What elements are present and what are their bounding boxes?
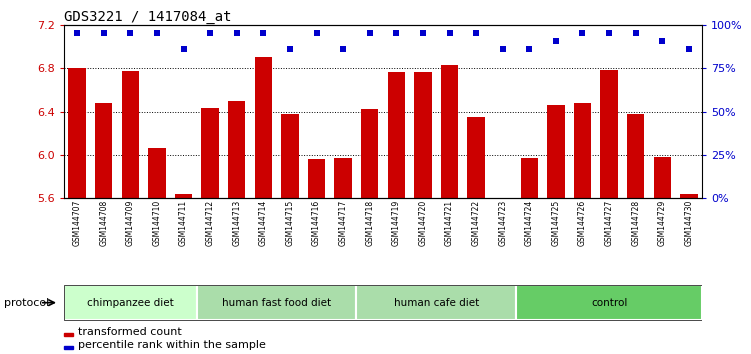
Text: human fast food diet: human fast food diet bbox=[222, 298, 331, 308]
FancyBboxPatch shape bbox=[197, 285, 357, 320]
Point bbox=[363, 31, 376, 36]
Bar bbox=[64, 346, 74, 349]
Point bbox=[258, 31, 270, 36]
Point bbox=[683, 46, 695, 51]
Bar bbox=[574, 103, 591, 198]
Point bbox=[417, 31, 429, 36]
Point bbox=[125, 31, 137, 36]
FancyBboxPatch shape bbox=[357, 285, 516, 320]
Text: control: control bbox=[591, 298, 627, 308]
Bar bbox=[653, 157, 671, 198]
Text: GDS3221 / 1417084_at: GDS3221 / 1417084_at bbox=[64, 10, 231, 24]
Text: transformed count: transformed count bbox=[78, 327, 182, 337]
Point bbox=[577, 31, 589, 36]
Point bbox=[204, 31, 216, 36]
Point bbox=[284, 46, 296, 51]
Bar bbox=[122, 72, 139, 198]
Point bbox=[470, 31, 482, 36]
Point bbox=[310, 31, 322, 36]
Bar bbox=[361, 109, 379, 198]
Point bbox=[98, 31, 110, 36]
Bar bbox=[334, 158, 351, 198]
Text: chimpanzee diet: chimpanzee diet bbox=[87, 298, 173, 308]
Bar bbox=[494, 198, 511, 204]
Bar bbox=[64, 333, 74, 336]
Point bbox=[231, 31, 243, 36]
Bar bbox=[388, 73, 405, 198]
Bar bbox=[308, 159, 325, 198]
Bar bbox=[255, 57, 272, 198]
Point bbox=[151, 31, 163, 36]
FancyBboxPatch shape bbox=[516, 285, 702, 320]
Bar bbox=[282, 114, 299, 198]
Point bbox=[550, 38, 562, 44]
Bar bbox=[228, 101, 246, 198]
Bar bbox=[601, 70, 618, 198]
Bar bbox=[547, 105, 565, 198]
Point bbox=[496, 46, 508, 51]
Point bbox=[603, 31, 615, 36]
Bar bbox=[627, 114, 644, 198]
Point bbox=[523, 46, 535, 51]
FancyBboxPatch shape bbox=[64, 285, 197, 320]
Bar bbox=[467, 117, 484, 198]
Point bbox=[177, 46, 189, 51]
Point bbox=[629, 31, 641, 36]
Point bbox=[391, 31, 403, 36]
Bar bbox=[441, 65, 458, 198]
Text: protocol: protocol bbox=[4, 298, 49, 308]
Bar bbox=[68, 68, 86, 198]
Text: percentile rank within the sample: percentile rank within the sample bbox=[78, 340, 266, 350]
Point bbox=[71, 31, 83, 36]
Point bbox=[444, 31, 456, 36]
Bar bbox=[175, 194, 192, 198]
Bar bbox=[148, 148, 165, 198]
Bar bbox=[201, 108, 219, 198]
Text: human cafe diet: human cafe diet bbox=[394, 298, 479, 308]
Bar bbox=[680, 194, 698, 198]
Bar bbox=[415, 73, 432, 198]
Bar bbox=[520, 158, 538, 198]
Point bbox=[337, 46, 349, 51]
Point bbox=[656, 38, 668, 44]
Bar bbox=[95, 103, 113, 198]
